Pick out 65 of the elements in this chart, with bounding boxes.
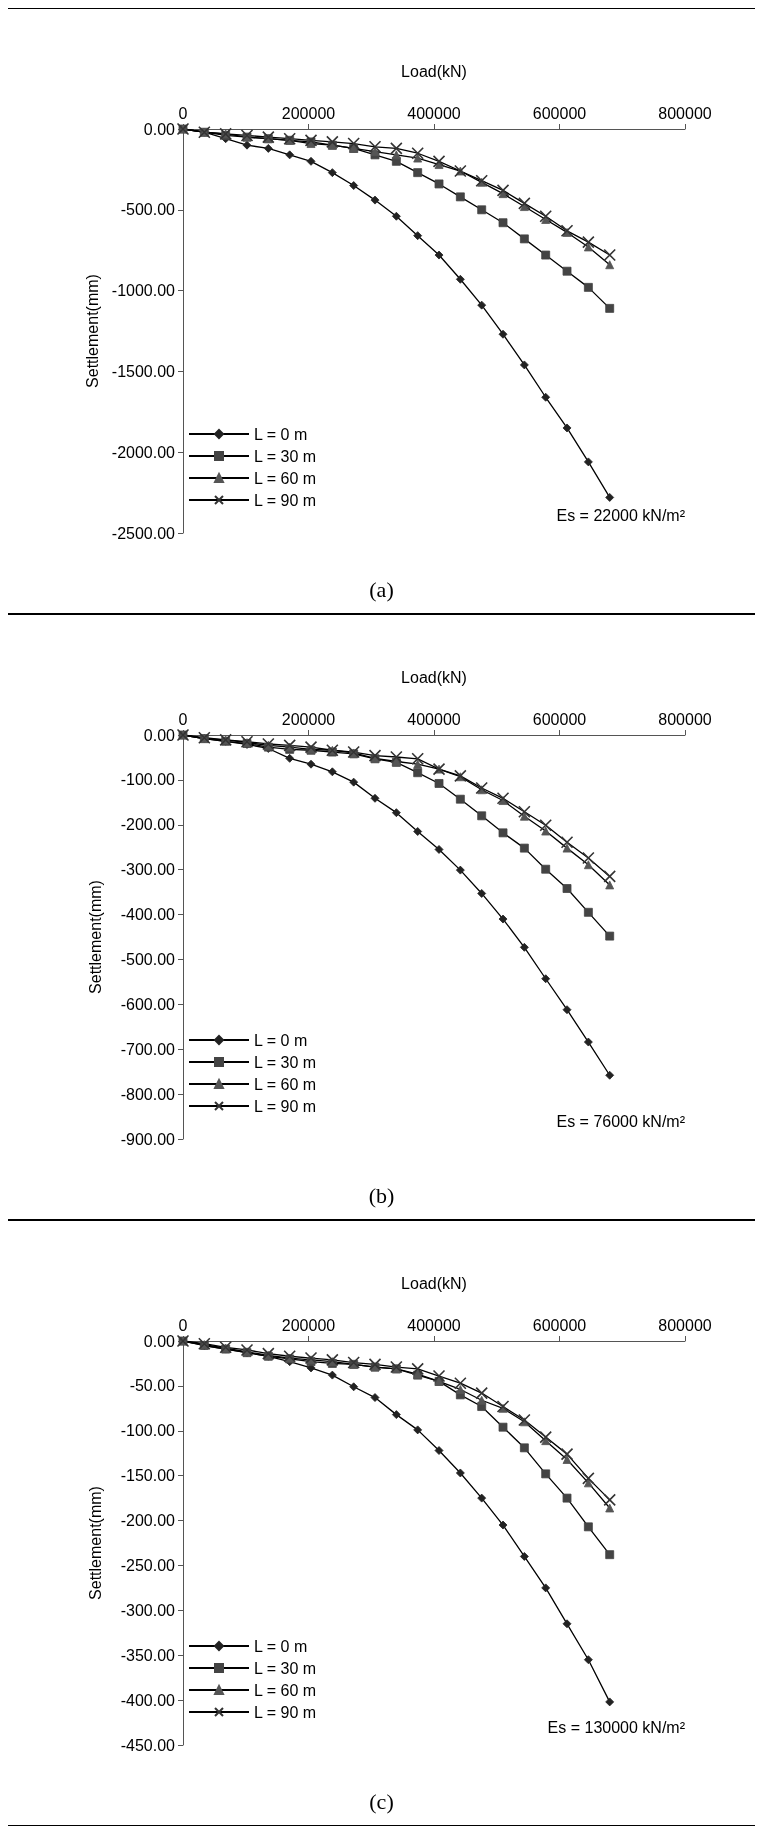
x-tick-label: 0	[178, 710, 188, 728]
legend-label: L = 0 m	[254, 425, 308, 443]
x-tick-label: 400000	[407, 104, 461, 122]
x-axis-title: Load(kN)	[401, 62, 467, 80]
legend-label: L = 90 m	[254, 1097, 317, 1115]
y-tick-label: -2000.00	[111, 443, 176, 461]
y-tick-label: -700.00	[120, 1040, 176, 1058]
y-tick-label: -150.00	[120, 1467, 176, 1485]
y-tick-label: -500.00	[120, 950, 176, 968]
legend-label: L = 30 m	[254, 447, 317, 465]
x-tick-label: 600000	[532, 104, 587, 122]
y-axis-title: Settlement(mm)	[86, 1486, 104, 1600]
annotation: Es = 130000 kN/m²	[547, 1718, 686, 1736]
annotation: Es = 76000 kN/m²	[556, 1112, 686, 1130]
legend-label: L = 90 m	[254, 1703, 317, 1721]
annotation: Es = 22000 kN/m²	[556, 506, 686, 524]
x-axis-title: Load(kN)	[401, 668, 467, 686]
y-tick-label: -1000.00	[111, 282, 176, 300]
y-tick-label: -50.00	[129, 1377, 176, 1395]
text: (c)	[369, 1788, 394, 1814]
legend-label: L = 90 m	[254, 491, 317, 509]
text: (b)	[368, 1182, 395, 1208]
y-tick-label: -200.00	[120, 816, 176, 834]
y-tick-label: -300.00	[120, 861, 176, 879]
y-tick-label: -100.00	[120, 1422, 176, 1440]
x-tick-label: 600000	[532, 710, 587, 728]
y-tick-label: 0.00	[143, 120, 176, 138]
y-tick-label: -2500.00	[111, 524, 176, 542]
x-tick-label: 200000	[281, 104, 336, 122]
y-tick-label: -400.00	[120, 1691, 176, 1709]
x-tick-label: 800000	[658, 1316, 712, 1334]
y-axis-title: Settlement(mm)	[86, 880, 104, 994]
legend-label: L = 60 m	[254, 1075, 317, 1093]
y-tick-label: 0.00	[143, 1332, 176, 1350]
x-tick-label: 600000	[532, 1316, 587, 1334]
y-axis-title: Settlement(mm)	[84, 274, 102, 388]
y-tick-label: -600.00	[120, 995, 176, 1013]
x-tick-label: 800000	[658, 104, 712, 122]
x-tick-label: 0	[178, 1316, 188, 1334]
y-tick-label: -250.00	[120, 1556, 176, 1574]
legend-label: L = 30 m	[254, 1659, 317, 1677]
x-axis-title: Load(kN)	[401, 1274, 467, 1292]
legend-label: L = 60 m	[254, 469, 317, 487]
y-tick-label: -900.00	[120, 1130, 176, 1148]
y-tick-label: -300.00	[120, 1601, 176, 1619]
y-tick-label: -350.00	[120, 1646, 176, 1664]
x-tick-label: 400000	[407, 1316, 461, 1334]
legend-label: L = 0 m	[254, 1637, 308, 1655]
y-tick-label: -450.00	[120, 1736, 176, 1754]
text: (a)	[369, 576, 394, 602]
x-tick-label: 800000	[658, 710, 712, 728]
y-tick-label: -500.00	[120, 201, 176, 219]
legend-label: L = 0 m	[254, 1031, 308, 1049]
x-tick-label: 200000	[281, 710, 336, 728]
x-tick-label: 400000	[407, 710, 461, 728]
y-tick-label: 0.00	[143, 726, 176, 744]
y-tick-label: -200.00	[120, 1512, 176, 1530]
legend-label: L = 60 m	[254, 1681, 317, 1699]
x-tick-label: 0	[178, 104, 188, 122]
y-tick-label: -800.00	[120, 1085, 176, 1103]
legend-label: L = 30 m	[254, 1053, 317, 1071]
y-tick-label: -1500.00	[111, 362, 176, 380]
y-tick-label: -400.00	[120, 906, 176, 924]
y-tick-label: -100.00	[120, 771, 176, 789]
x-tick-label: 200000	[281, 1316, 336, 1334]
